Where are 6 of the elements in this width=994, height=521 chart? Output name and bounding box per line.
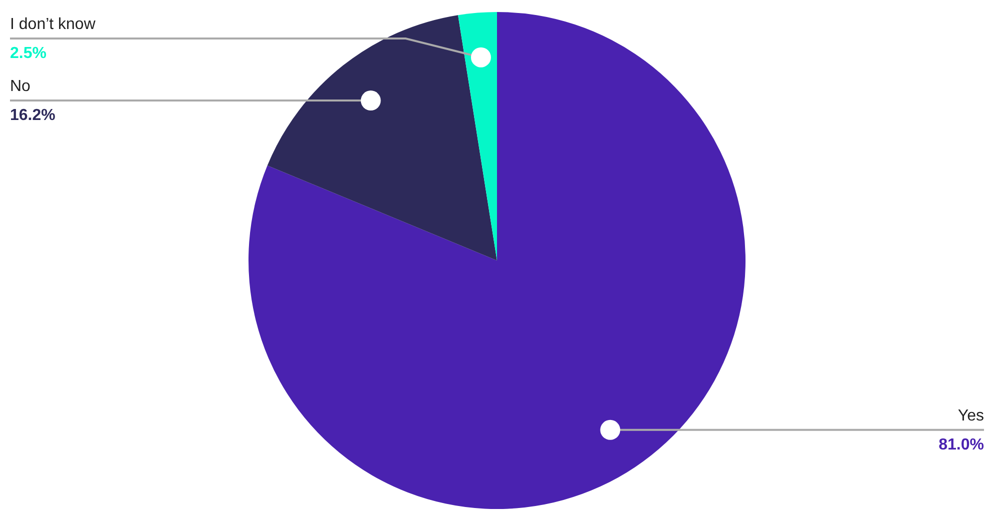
data-label: 16.2% — [10, 106, 56, 124]
data-label: 81.0% — [938, 436, 984, 454]
slice-label: No — [10, 78, 31, 95]
slice-label: I don’t know — [10, 16, 96, 33]
data-label: 2.5% — [10, 44, 46, 62]
slice-label: Yes — [958, 407, 984, 424]
